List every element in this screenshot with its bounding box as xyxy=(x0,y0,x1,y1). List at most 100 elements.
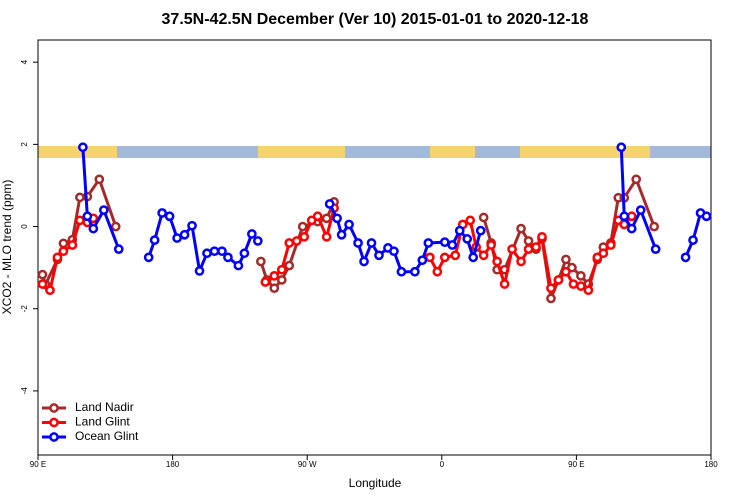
data-point xyxy=(217,246,227,257)
data-point xyxy=(164,211,175,222)
data-point xyxy=(359,256,369,267)
y-tick-label: -4 xyxy=(20,387,29,395)
data-point xyxy=(605,240,616,250)
data-point xyxy=(546,293,556,304)
data-point xyxy=(447,240,458,250)
x-axis-label: Longitude xyxy=(349,476,402,490)
legend-marker xyxy=(49,403,59,413)
data-point xyxy=(78,142,88,153)
data-point xyxy=(516,223,526,234)
data-point xyxy=(332,213,342,224)
data-point xyxy=(336,229,347,240)
data-point xyxy=(424,252,435,263)
data-point xyxy=(626,223,637,234)
data-point xyxy=(410,266,420,277)
data-point xyxy=(486,240,497,250)
data-point xyxy=(143,252,154,263)
plot-frame xyxy=(37,39,712,456)
data-point xyxy=(537,231,547,242)
data-point xyxy=(475,225,486,236)
chart-title: 37.5N-42.5N December (Ver 10) 2015-01-01… xyxy=(162,11,589,28)
land-ocean-strip xyxy=(38,146,711,158)
y-tick-label: 4 xyxy=(20,59,29,64)
data-point xyxy=(299,231,310,242)
data-point xyxy=(688,235,698,245)
data-point xyxy=(454,225,465,236)
data-point xyxy=(284,238,295,248)
data-point xyxy=(561,266,571,277)
data-point xyxy=(276,264,287,275)
data-point xyxy=(223,252,233,263)
data-point xyxy=(58,246,69,257)
data-point xyxy=(82,211,93,222)
data-point xyxy=(324,199,335,209)
data-point xyxy=(619,211,630,222)
data-point xyxy=(110,221,121,232)
data-point xyxy=(94,174,105,185)
x-tick-label: 90 E xyxy=(568,460,584,469)
data-point xyxy=(297,221,308,232)
y-tick-label: 0 xyxy=(20,224,29,229)
x-tick-label: 0 xyxy=(440,460,445,469)
data-point xyxy=(531,242,541,252)
data-point xyxy=(67,240,78,250)
data-point xyxy=(389,246,399,257)
legend-marker xyxy=(49,417,59,428)
data-point xyxy=(239,248,250,259)
data-point xyxy=(546,283,556,294)
data-point xyxy=(561,254,571,265)
data-point xyxy=(635,205,646,215)
data-point xyxy=(344,219,354,230)
data-point xyxy=(88,223,99,234)
y-tick-label: -2 xyxy=(20,305,29,313)
data-point xyxy=(576,271,586,281)
data-point xyxy=(468,252,479,263)
data-point xyxy=(284,260,295,271)
data-point xyxy=(276,275,287,285)
data-point xyxy=(194,266,205,276)
data-point xyxy=(37,279,48,289)
legend-label: Land Glint xyxy=(75,415,130,429)
data-point xyxy=(396,266,407,277)
data-point xyxy=(701,211,712,222)
legend-label: Ocean Glint xyxy=(75,429,139,443)
data-point xyxy=(269,283,280,294)
data-point xyxy=(98,205,109,215)
data-point xyxy=(75,192,85,203)
data-point xyxy=(492,256,502,267)
data-point xyxy=(209,246,220,257)
data-point xyxy=(450,250,461,261)
data-point xyxy=(260,277,271,287)
data-point xyxy=(478,250,489,261)
data-point xyxy=(149,235,160,245)
data-point xyxy=(255,256,266,267)
x-tick-label: 90 E xyxy=(30,460,46,469)
data-point xyxy=(269,271,280,281)
data-point xyxy=(516,256,526,267)
data-point xyxy=(179,229,190,240)
data-point xyxy=(423,238,434,248)
data-point xyxy=(187,220,197,231)
data-point xyxy=(650,244,661,254)
data-point xyxy=(499,279,510,289)
data-point xyxy=(417,255,428,266)
x-tick-label: 180 xyxy=(704,460,718,469)
data-point xyxy=(252,236,263,246)
data-point xyxy=(233,260,244,271)
data-point xyxy=(157,208,167,218)
data-point xyxy=(478,212,489,223)
data-point xyxy=(291,236,302,246)
data-point xyxy=(507,244,517,254)
data-point xyxy=(583,285,594,296)
data-point xyxy=(568,279,579,289)
data-point xyxy=(45,285,55,296)
data-point xyxy=(247,229,257,239)
data-point xyxy=(321,231,332,242)
data-point xyxy=(321,213,332,224)
data-point xyxy=(312,211,323,222)
data-point xyxy=(52,252,63,263)
data-point xyxy=(465,215,476,226)
data-point xyxy=(37,269,48,280)
data-point xyxy=(631,174,642,185)
